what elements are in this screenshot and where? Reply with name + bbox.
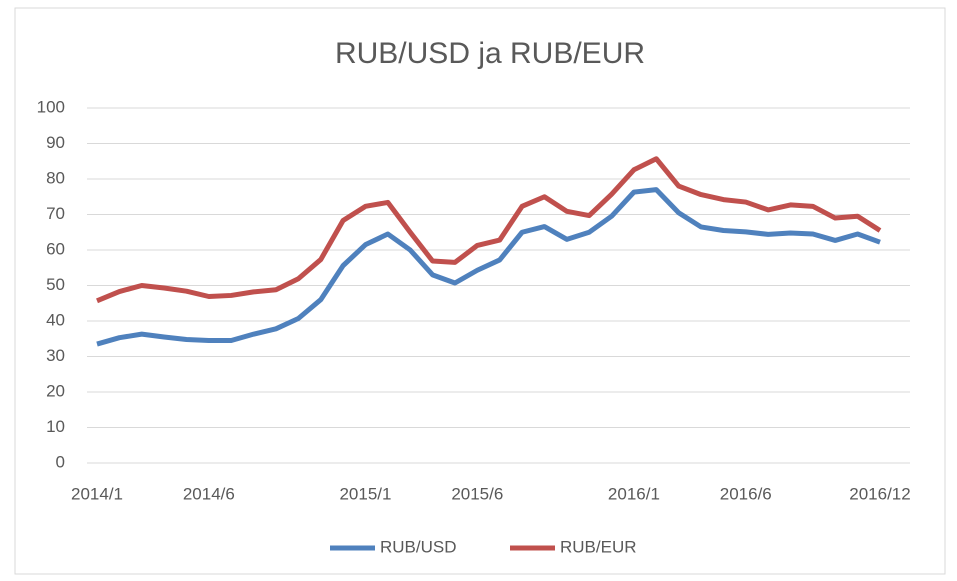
y-tick-label: 10 bbox=[46, 417, 65, 436]
line-series bbox=[96, 156, 882, 304]
y-tick-label: 50 bbox=[46, 275, 65, 294]
y-tick-label: 100 bbox=[37, 97, 65, 116]
line-series bbox=[96, 187, 881, 347]
y-tick-label: 0 bbox=[56, 452, 65, 471]
y-tick-label: 30 bbox=[46, 346, 65, 365]
x-tick-label: 2014/1 bbox=[71, 484, 123, 503]
x-tick-label: 2016/6 bbox=[720, 484, 772, 503]
x-tick-label: 2016/12 bbox=[849, 484, 910, 503]
x-tick-label: 2015/6 bbox=[451, 484, 503, 503]
legend-label: RUB/EUR bbox=[560, 537, 637, 556]
y-tick-label: 60 bbox=[46, 239, 65, 258]
x-tick-label: 2016/1 bbox=[608, 484, 660, 503]
x-tick-label: 2014/6 bbox=[183, 484, 235, 503]
x-tick-label: 2015/1 bbox=[339, 484, 391, 503]
y-tick-label: 90 bbox=[46, 133, 65, 152]
y-tick-label: 40 bbox=[46, 310, 65, 329]
y-tick-label: 80 bbox=[46, 168, 65, 187]
y-tick-label: 70 bbox=[46, 204, 65, 223]
chart-title: RUB/USD ja RUB/EUR bbox=[335, 37, 645, 70]
legend-label: RUB/USD bbox=[380, 537, 457, 556]
y-tick-label: 20 bbox=[46, 381, 65, 400]
